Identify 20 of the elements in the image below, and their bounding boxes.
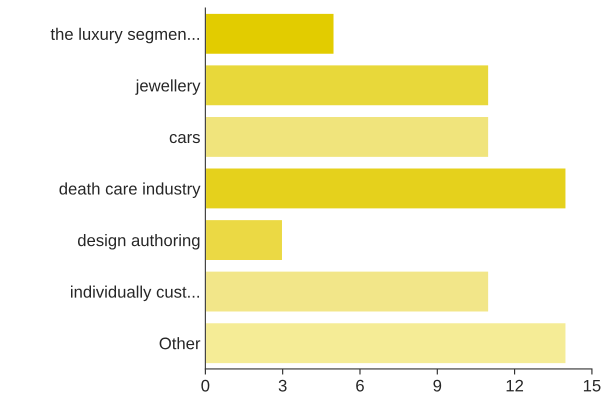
bar <box>205 218 284 262</box>
x-tick-label: 0 <box>201 380 210 392</box>
bar <box>205 12 335 56</box>
bar <box>205 270 490 313</box>
x-tick-label: 9 <box>433 380 442 392</box>
y-tick-label: individually cust... <box>71 286 199 302</box>
x-tick-label: 15 <box>584 380 600 392</box>
y-tick-label: Other <box>160 337 200 350</box>
bar <box>205 322 567 364</box>
bar <box>205 116 490 158</box>
x-tick-label: 12 <box>506 380 524 392</box>
y-tick-label: death care industry <box>59 182 200 198</box>
y-tick-label: jewellery <box>135 79 200 95</box>
bar <box>205 64 490 107</box>
bar <box>205 167 567 210</box>
x-tick-label: 3 <box>278 380 287 392</box>
y-tick-label: the luxury segmen... <box>50 28 199 44</box>
x-tick-label: 6 <box>356 380 364 392</box>
y-tick-label: design authoring <box>78 234 200 250</box>
y-tick-label: cars <box>170 134 200 144</box>
